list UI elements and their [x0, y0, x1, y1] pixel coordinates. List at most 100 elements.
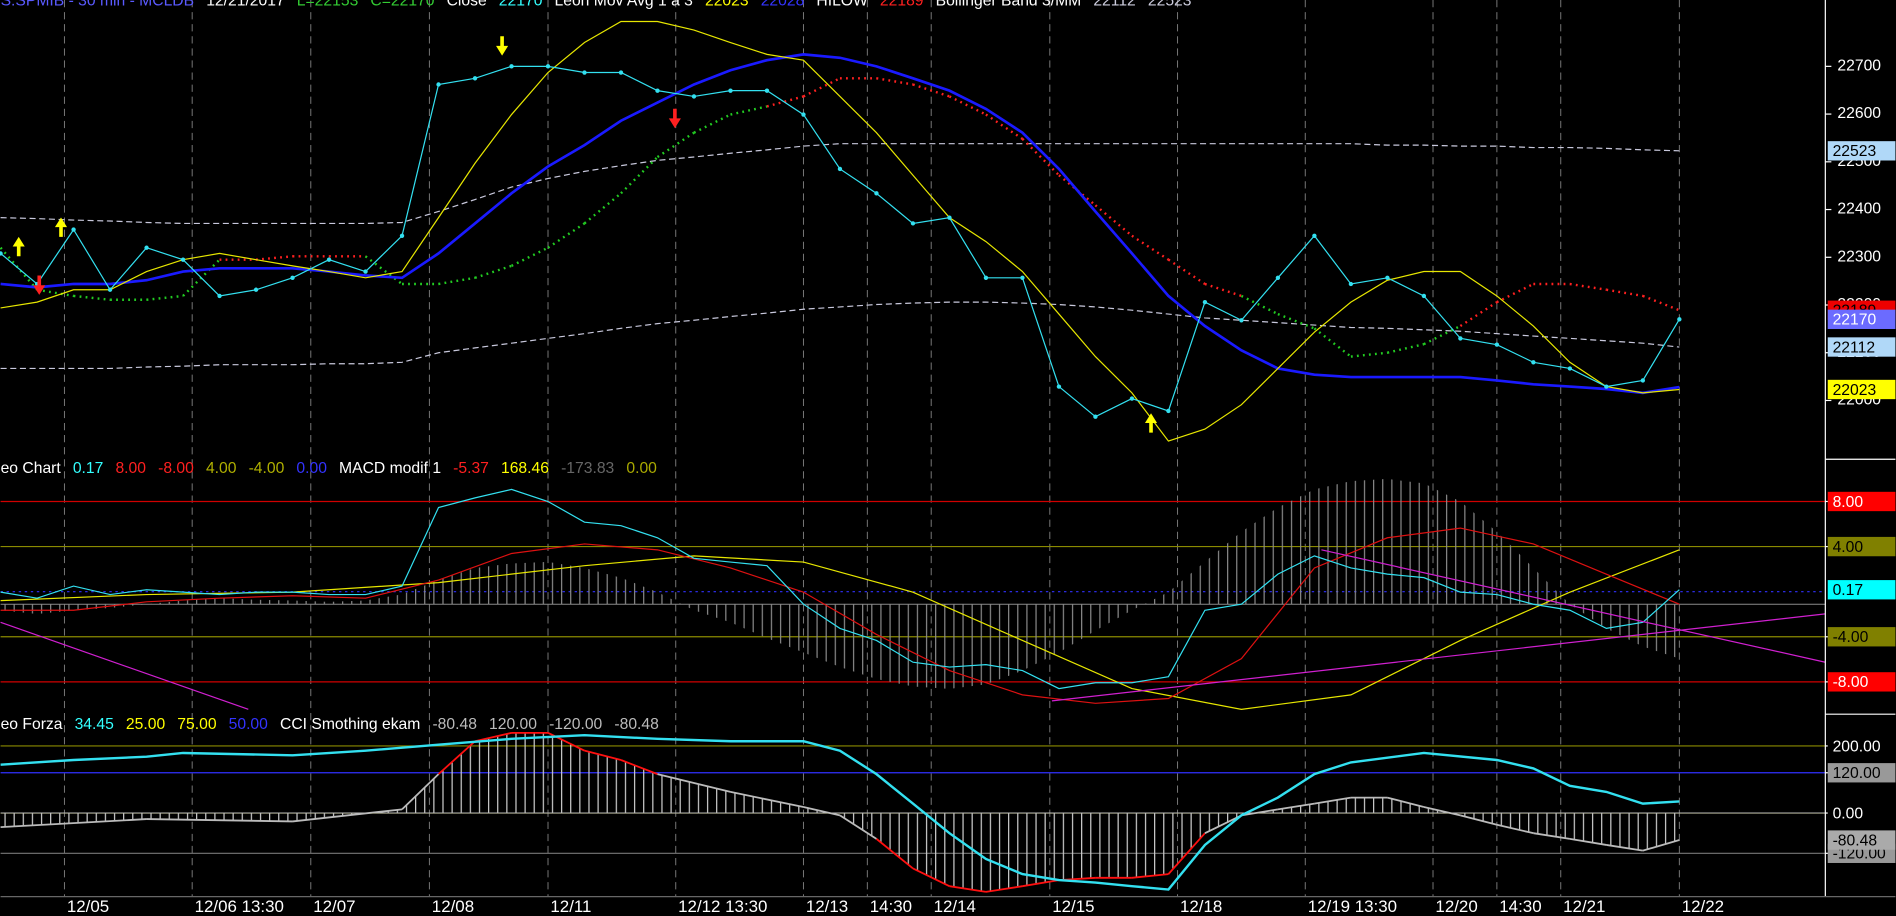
series-segment [1167, 832, 1206, 875]
series-segment [1350, 351, 1388, 358]
series-segment [730, 105, 768, 116]
price-dot [71, 227, 76, 232]
series-segment [875, 838, 914, 870]
price-dot [0, 251, 3, 256]
y-tick-label-badge [1827, 803, 1896, 823]
price-dot [1604, 384, 1609, 389]
y-tick-label: -4.00 [1833, 629, 1869, 646]
series-segment [547, 222, 586, 249]
buy-arrow [1144, 413, 1158, 433]
price-dot [399, 233, 405, 238]
price-dot [728, 88, 733, 93]
legend-text: eo Chart [1, 460, 62, 477]
price-dot [1458, 336, 1463, 341]
grid-layer [63, 0, 1680, 897]
sell-arrow [668, 108, 681, 129]
series-segment [766, 95, 804, 108]
legend-text: -5.37 [453, 460, 489, 477]
series-segment [1459, 301, 1498, 328]
price-dot [1677, 317, 1682, 322]
x-tick-label: 12/07 [313, 897, 355, 916]
y-tick-label-badge [1827, 491, 1896, 512]
last-value-label-badge [1827, 379, 1896, 400]
price-dot [144, 245, 149, 250]
series-segment [438, 276, 476, 286]
last-value-label-badge [1827, 309, 1896, 329]
price-dot [1093, 414, 1098, 419]
series-segment [620, 759, 658, 775]
legend-text: C=22170 [370, 0, 434, 9]
price-dot [290, 275, 295, 280]
series-segment [0, 818, 147, 829]
legend-text: -8.00 [158, 460, 194, 477]
price-dot [1348, 281, 1354, 287]
series-segment [1642, 839, 1680, 852]
series-segment [1496, 823, 1534, 835]
price-dot [1385, 275, 1390, 280]
series-segment [1423, 324, 1461, 346]
legend-text: -80.48 [614, 716, 659, 733]
x-tick-label: 12/21 [1563, 897, 1605, 916]
series-segment [1167, 258, 1206, 286]
series-segment [1277, 802, 1315, 811]
series-segment [912, 83, 950, 98]
price-dot [874, 191, 879, 196]
series-segment [1387, 342, 1425, 354]
series-segment [1131, 873, 1169, 879]
price-dot [472, 76, 478, 81]
series-segment [1606, 844, 1643, 852]
legend-text: 22523 [1148, 0, 1192, 9]
series-segment [1204, 814, 1242, 834]
series-segment [912, 867, 950, 888]
y-tick-label: 0.00 [1833, 805, 1864, 822]
legend-text: 168.46 [501, 460, 549, 477]
last-value-label-badge [1827, 141, 1896, 161]
last-value-label: -80.48 [1833, 832, 1878, 849]
series-segment [1642, 294, 1680, 312]
price-dot [436, 82, 441, 87]
legend-text: 50.00 [229, 716, 269, 733]
x-tick-label: 14:30 [1499, 897, 1541, 916]
trend-line [1051, 613, 1826, 702]
price-dot [253, 287, 259, 292]
legend-text: 8.00 [115, 460, 146, 477]
x-tick-label: 14:30 [870, 897, 912, 916]
price-dot [837, 166, 843, 172]
y-tick-label: 4.00 [1833, 539, 1864, 556]
legend-text: 34.45 [75, 716, 115, 733]
legend-text: Close [447, 0, 487, 9]
price-dot [1640, 378, 1646, 383]
legend-text: -4.00 [249, 460, 285, 477]
last-value-label: 22523 [1833, 143, 1877, 160]
y-tick-label: 22700 [1837, 57, 1881, 74]
price-dot [1312, 233, 1317, 238]
legend-text: 22023 [705, 0, 749, 9]
y-tick-label: 22300 [1837, 248, 1881, 265]
price-dot [326, 257, 332, 262]
series-segment [949, 885, 987, 893]
price-dot [1056, 384, 1062, 389]
buy-arrow [496, 36, 509, 56]
last-value-label-badge [1827, 337, 1896, 357]
series-segment [437, 740, 476, 775]
legend-text: -80.48 [432, 716, 477, 733]
x-tick-label: 12/12 13:30 [678, 897, 767, 916]
legend-text: 22112 [1093, 0, 1135, 9]
legend-text: CCI Smothing ekam [280, 716, 420, 733]
x-tick-label: 12/18 [1180, 897, 1222, 916]
x-tick-label: 12/20 [1435, 897, 1477, 916]
price-dot [545, 64, 551, 69]
y-tick-label: -120.00 [1833, 846, 1886, 863]
price-dot [509, 64, 514, 69]
series-line [0, 734, 1680, 891]
price-dot [1275, 275, 1281, 280]
y-tick-label-badge [1827, 627, 1896, 647]
legend-text: S:SPMIB - 30 min - MCLDB [1, 0, 195, 9]
price-dot [910, 221, 916, 226]
price-dot [363, 269, 368, 274]
series-segment [36, 288, 74, 298]
legend-text: 0.00 [626, 460, 657, 477]
